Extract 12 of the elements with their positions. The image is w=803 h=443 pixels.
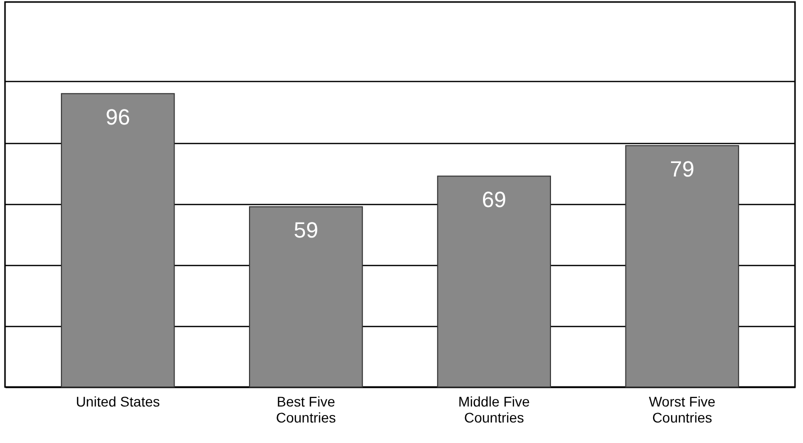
x-tick-label: Middle Five Countries: [458, 394, 530, 426]
data-label: 59: [294, 218, 318, 243]
bar: [437, 176, 551, 388]
x-tick-label: Worst Five Countries: [648, 394, 716, 426]
data-label: 69: [482, 187, 506, 212]
data-label: 79: [670, 156, 694, 182]
x-tick-label: United States: [76, 394, 160, 410]
x-tick-label: Best Five Countries: [276, 394, 336, 426]
data-label: 96: [106, 104, 130, 130]
bar: [60, 93, 175, 388]
bar: [625, 145, 740, 388]
bar: [249, 206, 363, 388]
